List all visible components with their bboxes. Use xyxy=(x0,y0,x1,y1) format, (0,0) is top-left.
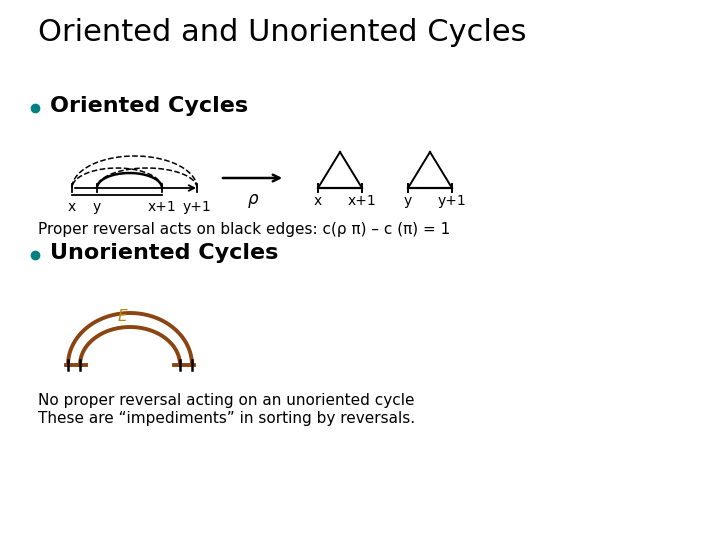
Text: Unoriented Cycles: Unoriented Cycles xyxy=(50,243,279,263)
Text: y+1: y+1 xyxy=(183,200,212,214)
Text: ρ: ρ xyxy=(247,190,258,208)
Text: Proper reversal acts on black edges: c(ρ π) – c (π) = 1: Proper reversal acts on black edges: c(ρ… xyxy=(38,222,450,237)
Text: y+1: y+1 xyxy=(438,194,467,208)
Text: Oriented and Unoriented Cycles: Oriented and Unoriented Cycles xyxy=(38,18,526,47)
Text: y: y xyxy=(404,194,412,208)
Text: x: x xyxy=(68,200,76,214)
Text: x+1: x+1 xyxy=(348,194,377,208)
Text: x+1: x+1 xyxy=(148,200,176,214)
Text: x: x xyxy=(314,194,322,208)
Text: Oriented Cycles: Oriented Cycles xyxy=(50,96,248,116)
Text: These are “impediments” in sorting by reversals.: These are “impediments” in sorting by re… xyxy=(38,411,415,426)
Text: E: E xyxy=(117,309,127,324)
Text: y: y xyxy=(93,200,101,214)
Text: No proper reversal acting on an unoriented cycle: No proper reversal acting on an unorient… xyxy=(38,393,415,408)
